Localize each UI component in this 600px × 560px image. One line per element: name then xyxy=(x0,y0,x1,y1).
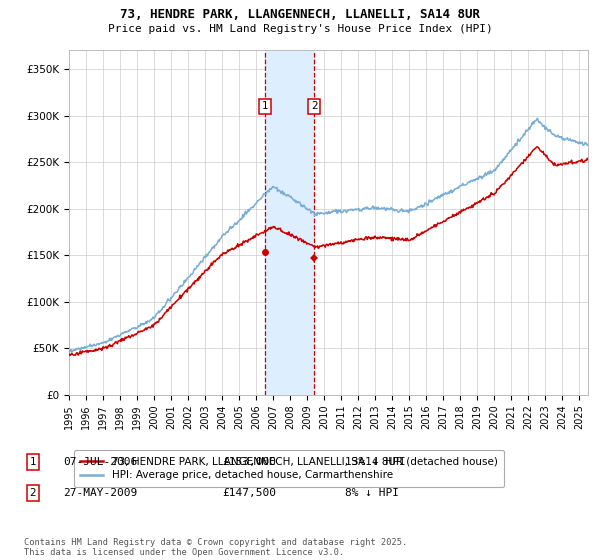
Text: £147,500: £147,500 xyxy=(222,488,276,498)
Text: Contains HM Land Registry data © Crown copyright and database right 2025.
This d: Contains HM Land Registry data © Crown c… xyxy=(24,538,407,557)
Text: 1: 1 xyxy=(262,101,268,111)
Text: Price paid vs. HM Land Registry's House Price Index (HPI): Price paid vs. HM Land Registry's House … xyxy=(107,24,493,34)
Legend: 73, HENDRE PARK, LLANGENNECH, LLANELLI, SA14 8UR (detached house), HPI: Average : 73, HENDRE PARK, LLANGENNECH, LLANELLI, … xyxy=(74,450,504,487)
Text: 1: 1 xyxy=(29,457,37,467)
Text: £153,000: £153,000 xyxy=(222,457,276,467)
Text: 27-MAY-2009: 27-MAY-2009 xyxy=(63,488,137,498)
Text: 07-JUL-2006: 07-JUL-2006 xyxy=(63,457,137,467)
Text: 8% ↓ HPI: 8% ↓ HPI xyxy=(345,488,399,498)
Text: 2: 2 xyxy=(311,101,317,111)
Bar xyxy=(265,50,314,395)
Text: 73, HENDRE PARK, LLANGENNECH, LLANELLI, SA14 8UR: 73, HENDRE PARK, LLANGENNECH, LLANELLI, … xyxy=(120,8,480,21)
Text: 13% ↓ HPI: 13% ↓ HPI xyxy=(345,457,406,467)
Text: 2: 2 xyxy=(29,488,37,498)
